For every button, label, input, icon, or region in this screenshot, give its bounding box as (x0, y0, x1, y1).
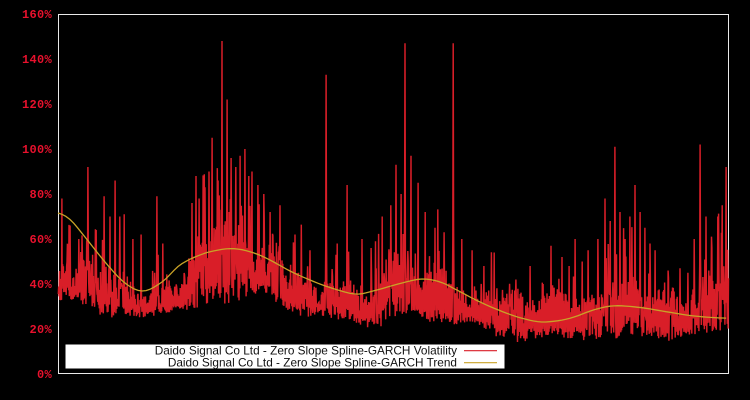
svg-text:60%: 60% (29, 233, 52, 247)
svg-text:0%: 0% (37, 368, 53, 382)
svg-text:Daido Signal Co Ltd - Zero Slo: Daido Signal Co Ltd - Zero Slope Spline-… (168, 356, 457, 370)
svg-text:Daido Signal Co Ltd - Zero Slo: Daido Signal Co Ltd - Zero Slope Spline-… (155, 344, 457, 358)
svg-text:40%: 40% (29, 278, 52, 292)
svg-text:80%: 80% (29, 188, 52, 202)
svg-text:100%: 100% (22, 143, 53, 157)
svg-text:120%: 120% (22, 98, 53, 112)
svg-text:160%: 160% (22, 8, 53, 22)
svg-text:140%: 140% (22, 53, 53, 67)
svg-text:20%: 20% (29, 323, 52, 337)
